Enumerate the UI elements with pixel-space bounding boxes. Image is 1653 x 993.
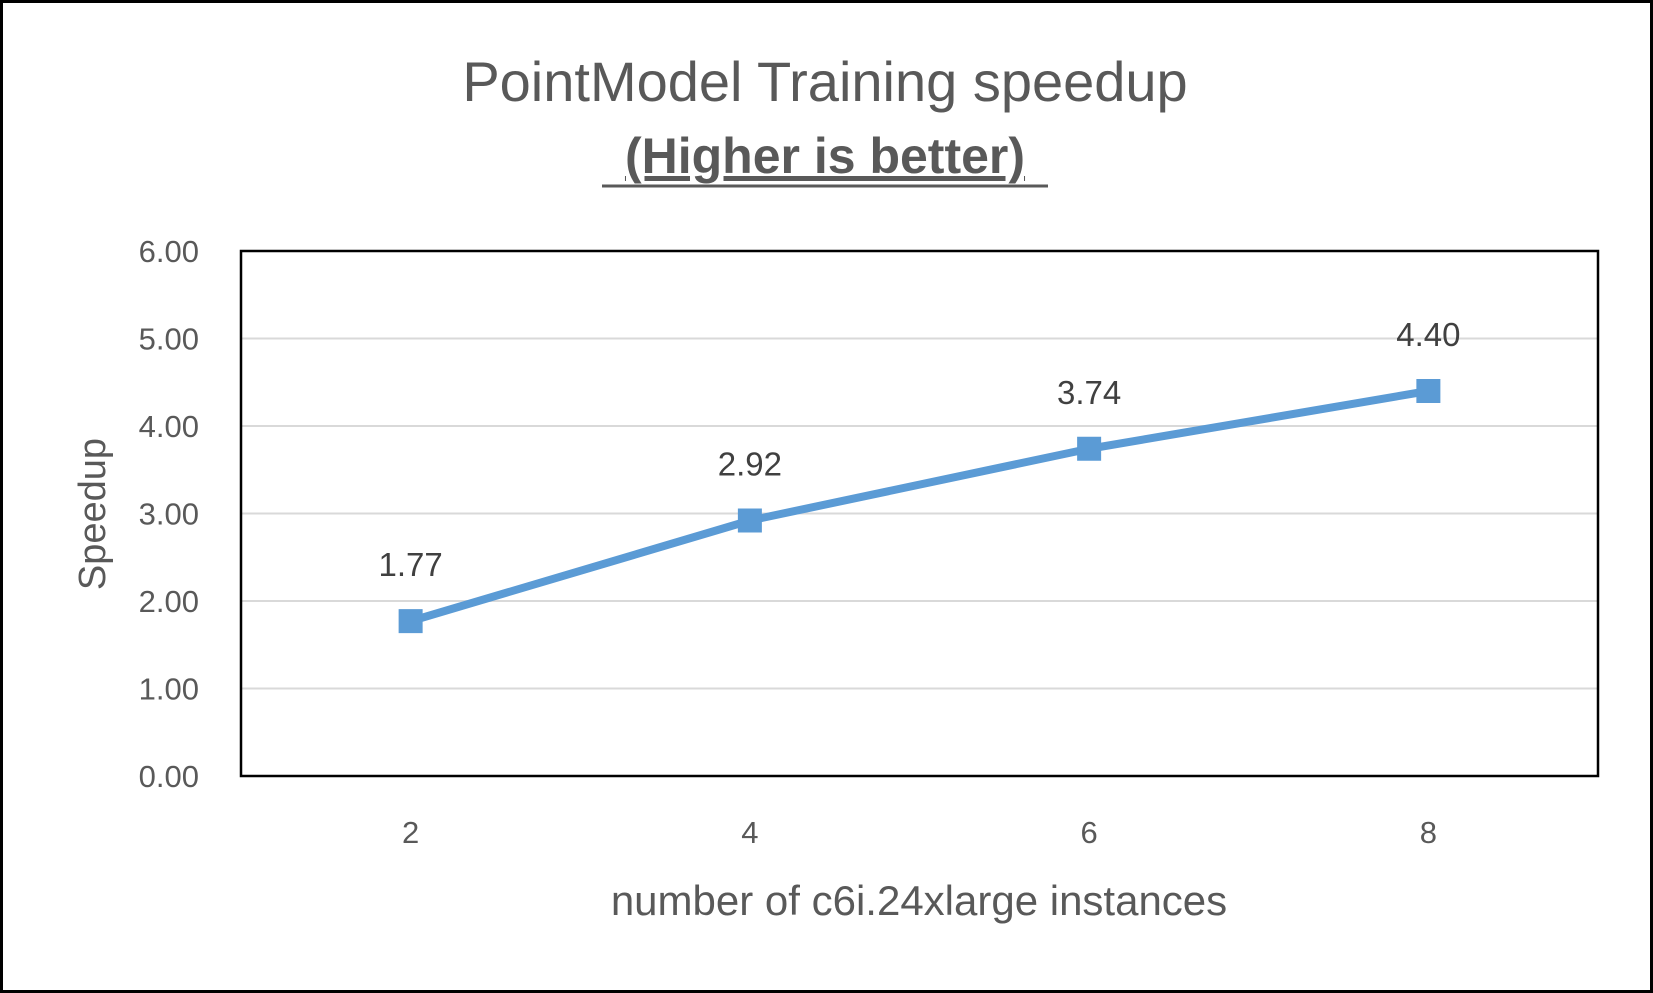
y-tick-label: 6.00 xyxy=(139,234,199,269)
y-axis-label: Speedup xyxy=(72,438,114,590)
data-point-marker xyxy=(1416,379,1441,403)
chart-title: PointModel Training speedup xyxy=(462,50,1187,113)
data-point-label: 1.77 xyxy=(379,546,443,583)
data-point-marker xyxy=(1077,436,1102,461)
x-tick-label: 8 xyxy=(1420,815,1437,850)
y-tick-label: 1.00 xyxy=(139,672,199,707)
x-tick-label: 4 xyxy=(741,815,758,850)
y-tick-label: 5.00 xyxy=(139,322,199,357)
x-axis-label: number of c6i.24xlarge instances xyxy=(611,877,1227,924)
y-tick-label: 4.00 xyxy=(139,409,199,444)
data-point-marker xyxy=(737,508,762,533)
x-tick-label: 2 xyxy=(402,815,419,850)
y-tick-label: 3.00 xyxy=(139,497,199,532)
y-tick-label: 2.00 xyxy=(139,584,199,619)
gridlines xyxy=(241,337,1598,690)
data-point-label: 2.92 xyxy=(718,446,782,483)
data-labels: 1.77 2.92 3.74 4.40 xyxy=(379,316,1461,583)
line-chart: PointModel Training speedup (Higher is b… xyxy=(72,50,1600,924)
series-line xyxy=(406,387,1433,626)
x-axis-ticks: 2 4 6 8 xyxy=(402,815,1437,850)
plot-area-border xyxy=(239,249,1600,778)
series-layer xyxy=(398,379,1441,634)
x-tick-label: 6 xyxy=(1081,815,1098,850)
chart-subtitle: (Higher is better) xyxy=(625,128,1025,184)
data-point-marker xyxy=(398,609,423,634)
data-point-label: 3.74 xyxy=(1057,374,1121,411)
y-axis-ticks: 0.00 1.00 2.00 3.00 4.00 5.00 6.00 xyxy=(139,234,199,794)
data-point-label: 4.40 xyxy=(1396,316,1460,353)
y-tick-label: 0.00 xyxy=(139,759,199,794)
